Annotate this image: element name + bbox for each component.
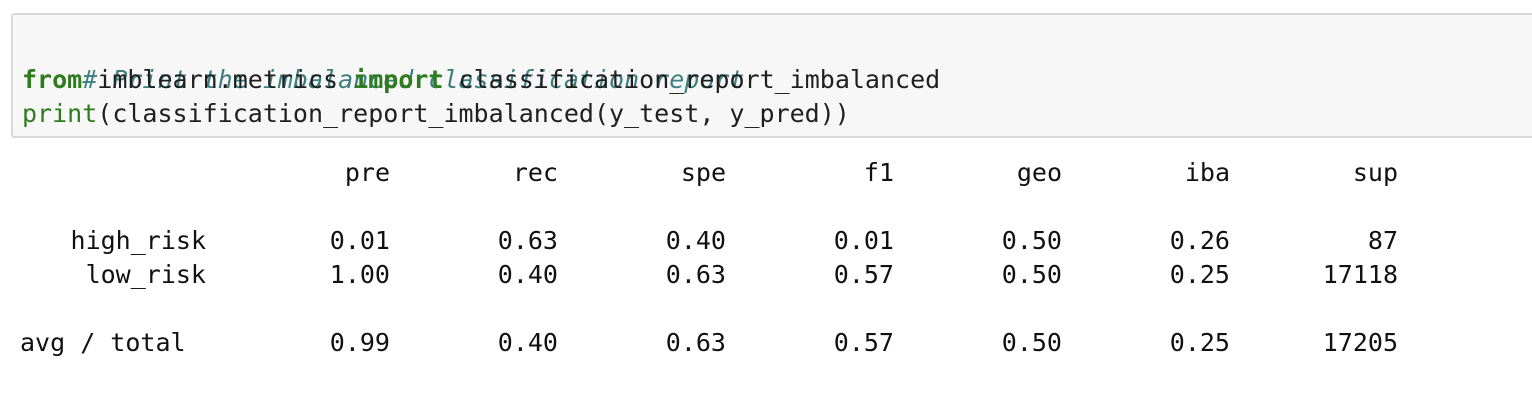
code-line-3: print(classification_report_imbalanced(y… xyxy=(22,97,850,131)
code-input-cell[interactable]: # Print the imbalanced classification re… xyxy=(11,13,1532,138)
code-line-2: from imblearn.metrics import classificat… xyxy=(22,63,940,97)
row-label-avg-total: avg / total xyxy=(20,328,186,357)
low-risk-sup: 17118 xyxy=(1322,260,1398,289)
low-risk-f1: 0.57 xyxy=(833,260,894,289)
code-comment: # Print the imbalanced classification re… xyxy=(82,65,745,94)
row-label-low-risk: low_risk xyxy=(85,260,206,289)
high-risk-sup: 87 xyxy=(1367,226,1398,255)
high-risk-spe: 0.40 xyxy=(665,226,726,255)
avg-total-spe: 0.63 xyxy=(665,328,726,357)
avg-total-f1: 0.57 xyxy=(833,328,894,357)
keyword-from: from xyxy=(22,65,83,94)
keyword-import: import xyxy=(353,65,444,94)
low-risk-pre: 1.00 xyxy=(329,260,390,289)
header-spe: spe xyxy=(680,158,726,187)
high-risk-pre: 0.01 xyxy=(329,226,390,255)
low-risk-geo: 0.50 xyxy=(1001,260,1062,289)
avg-total-rec: 0.40 xyxy=(497,328,558,357)
row-label-high-risk: high_risk xyxy=(70,226,206,255)
builtin-print: print xyxy=(22,99,98,128)
header-geo: geo xyxy=(1016,158,1062,187)
header-rec: rec xyxy=(512,158,558,187)
avg-total-sup: 17205 xyxy=(1322,328,1398,357)
imported-name: classification_report_imbalanced xyxy=(458,65,941,94)
high-risk-geo: 0.50 xyxy=(1001,226,1062,255)
header-pre: pre xyxy=(344,158,390,187)
header-iba: iba xyxy=(1184,158,1230,187)
module-name: imblearn.metrics xyxy=(97,65,339,94)
avg-total-iba: 0.25 xyxy=(1169,328,1230,357)
header-f1: f1 xyxy=(863,158,894,187)
high-risk-rec: 0.63 xyxy=(497,226,558,255)
avg-total-pre: 0.99 xyxy=(329,328,390,357)
high-risk-iba: 0.26 xyxy=(1169,226,1230,255)
low-risk-rec: 0.40 xyxy=(497,260,558,289)
code-line-1: # Print the imbalanced classification re… xyxy=(22,29,744,131)
classification-report-output: pre rec spe f1 geo iba sup high_risk 0.0… xyxy=(0,150,1532,400)
avg-total-geo: 0.50 xyxy=(1001,328,1062,357)
high-risk-f1: 0.01 xyxy=(833,226,894,255)
print-arguments: (classification_report_imbalanced(y_test… xyxy=(97,99,850,128)
low-risk-iba: 0.25 xyxy=(1169,260,1230,289)
low-risk-spe: 0.63 xyxy=(665,260,726,289)
header-sup: sup xyxy=(1352,158,1398,187)
